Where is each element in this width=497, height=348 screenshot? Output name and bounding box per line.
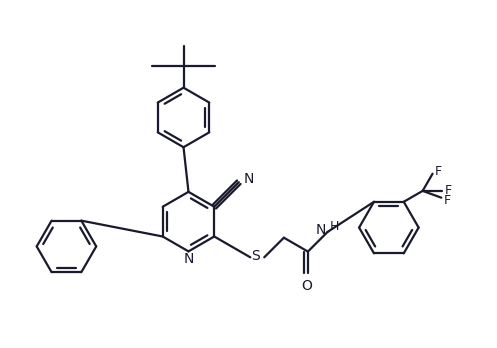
Text: F: F: [443, 194, 450, 207]
Text: O: O: [302, 279, 313, 293]
Text: N: N: [244, 172, 254, 186]
Text: N: N: [183, 252, 194, 266]
Text: F: F: [434, 165, 442, 178]
Text: H: H: [330, 221, 339, 234]
Text: N: N: [315, 223, 326, 237]
Text: F: F: [444, 184, 452, 197]
Text: S: S: [251, 249, 260, 263]
